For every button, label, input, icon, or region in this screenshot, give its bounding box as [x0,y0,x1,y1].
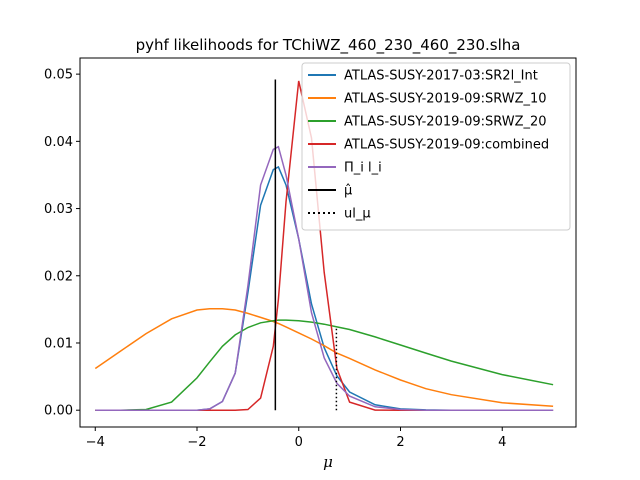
y-tick-label: 0.00 [44,404,73,419]
x-tick-label: 4 [498,435,506,450]
series-line-3 [95,319,554,411]
legend-label: ATLAS-SUSY-2019-09:SRWZ_20 [344,115,547,130]
plot-frame [79,57,577,428]
x-axis-label: μ [323,453,333,471]
y-tick-label: 0.03 [44,202,73,217]
legend-label: ATLAS-SUSY-2019-09:combined [344,138,549,153]
x-tick-label: 0 [295,435,303,450]
x-tick-label: −2 [187,435,206,450]
legend: ATLAS-SUSY-2017-03:SR2l_Int ATLAS-SUSY-20… [301,62,571,231]
legend-box [301,62,571,231]
x-axis: −4 −2 0 2 4 [86,427,506,450]
legend-label: μ̂ [344,184,352,199]
x-tick-label: −4 [86,435,105,450]
y-tick-label: 0.05 [44,68,73,83]
y-tick-label: 0.04 [44,135,73,150]
legend-label: ATLAS-SUSY-2017-03:SR2l_Int [344,69,538,84]
legend-label: ATLAS-SUSY-2019-09:SRWZ_10 [344,92,547,107]
y-tick-label: 0.02 [44,269,73,284]
legend-label: Π_i l_i [344,161,382,176]
chart-title: pyhf likelihoods for TChiWZ_460_230_460_… [136,36,521,55]
legend-label: ul_μ [344,207,371,222]
plot-lines [94,79,554,411]
series-line-5 [95,145,554,411]
y-axis: 0.00 0.01 0.02 0.03 0.04 0.05 [44,68,80,419]
y-tick-label: 0.01 [44,336,73,351]
series-line-2 [94,307,554,407]
x-tick-label: 2 [396,435,404,450]
